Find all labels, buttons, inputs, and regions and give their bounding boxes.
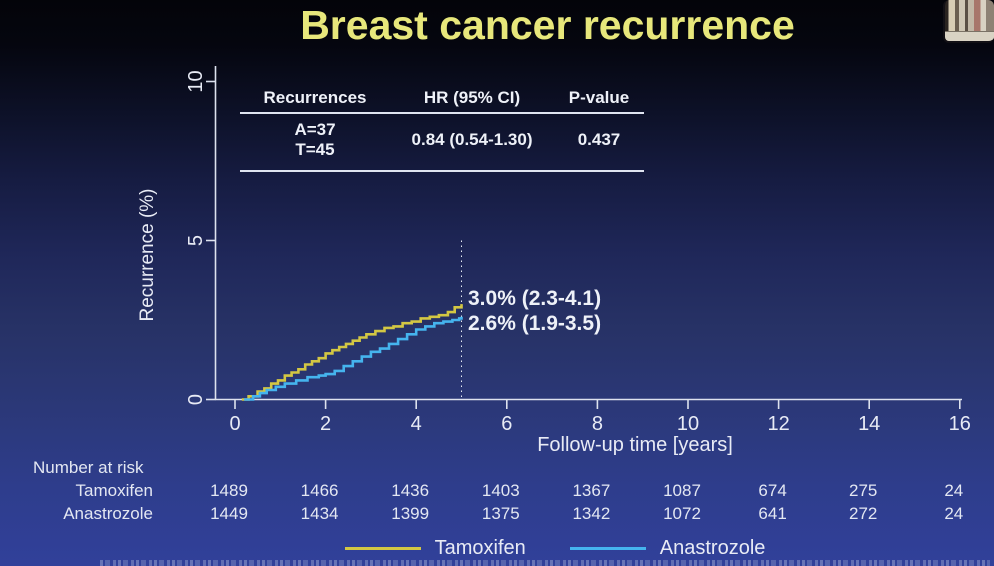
risk-value: 24: [944, 481, 964, 500]
estimate-anastrozole: 2.6% (1.9-3.5): [468, 312, 602, 335]
x-tick-label: 10: [677, 413, 699, 435]
risk-value: 1399: [391, 504, 430, 523]
stats-pvalue: 0.437: [577, 130, 621, 149]
presenter-video-thumbnail[interactable]: [943, 0, 994, 43]
stats-recurrence-counts: A=37 T=45: [240, 120, 390, 160]
risk-table-title: Number at risk: [33, 458, 144, 477]
webcam-background-shelf: [945, 31, 994, 41]
stats-header-pvalue: P-value: [568, 88, 630, 107]
x-tick-label: 12: [767, 413, 789, 435]
risk-value: 1375: [481, 504, 520, 523]
risk-value: 1434: [300, 504, 339, 523]
stats-rule-top: [240, 112, 644, 114]
risk-value: 674: [758, 481, 787, 500]
x-tick-label: 14: [858, 413, 880, 435]
slide-title: Breast cancer recurrence: [300, 2, 795, 48]
legend-item-anastrozole: Anastrozole: [569, 537, 766, 560]
risk-value: 1072: [663, 504, 701, 523]
risk-value: 1403: [481, 481, 520, 500]
risk-value: 275: [849, 481, 878, 500]
y-axis-title: Recurrence (%): [137, 188, 158, 322]
risk-value: 24: [944, 504, 964, 523]
risk-value: 272: [849, 504, 878, 523]
risk-value: 1449: [210, 504, 248, 523]
risk-value: 1466: [300, 481, 339, 500]
y-tick-label: 10: [185, 70, 207, 92]
legend-line-anastrozole: [569, 547, 646, 550]
stats-rule-bottom: [240, 170, 644, 172]
stats-header-recurrences: Recurrences: [263, 88, 367, 107]
risk-row-label-anastrozole: Anastrozole: [63, 504, 153, 523]
legend-line-tamoxifen: [344, 547, 421, 550]
x-tick-label: 8: [592, 413, 603, 435]
estimate-tamoxifen: 3.0% (2.3-4.1): [468, 287, 602, 310]
five-year-estimates: 3.0% (2.3-4.1) 2.6% (1.9-3.5): [468, 286, 601, 336]
curve-anastrozole: [244, 316, 463, 401]
legend-item-tamoxifen: Tamoxifen: [344, 537, 526, 560]
x-axis-title: Follow-up time [years]: [537, 434, 733, 456]
risk-value: 1367: [572, 481, 611, 500]
x-tick-label: 4: [411, 413, 422, 435]
x-tick-label: 16: [949, 413, 971, 435]
stats-table: Recurrences HR (95% CI) P-value A=37 T=4…: [240, 88, 644, 172]
risk-value: 1436: [391, 481, 430, 500]
risk-value: 1342: [572, 504, 611, 523]
stats-recurrences-tamoxifen: T=45: [295, 140, 335, 159]
stats-header-hr: HR (95% CI): [423, 88, 521, 107]
risk-value: 1489: [210, 481, 248, 500]
curve-tamoxifen: [241, 304, 463, 401]
risk-value: 1087: [663, 481, 701, 500]
chart-legend: Tamoxifen Anastrozole: [215, 537, 895, 560]
stats-recurrences-anastrozole: A=37: [294, 120, 336, 139]
stats-hr-value: 0.84 (0.54-1.30): [411, 130, 533, 149]
x-tick-label: 0: [229, 413, 240, 435]
y-tick-label: 0: [185, 394, 207, 405]
x-tick-label: 2: [320, 413, 331, 435]
citation-strip: [100, 560, 990, 566]
legend-label: Anastrozole: [659, 537, 766, 559]
risk-row-label-tamoxifen: Tamoxifen: [75, 481, 153, 500]
legend-label: Tamoxifen: [434, 537, 526, 559]
y-tick-label: 5: [185, 235, 207, 246]
x-tick-label: 6: [501, 413, 512, 435]
risk-value: 641: [758, 504, 787, 523]
